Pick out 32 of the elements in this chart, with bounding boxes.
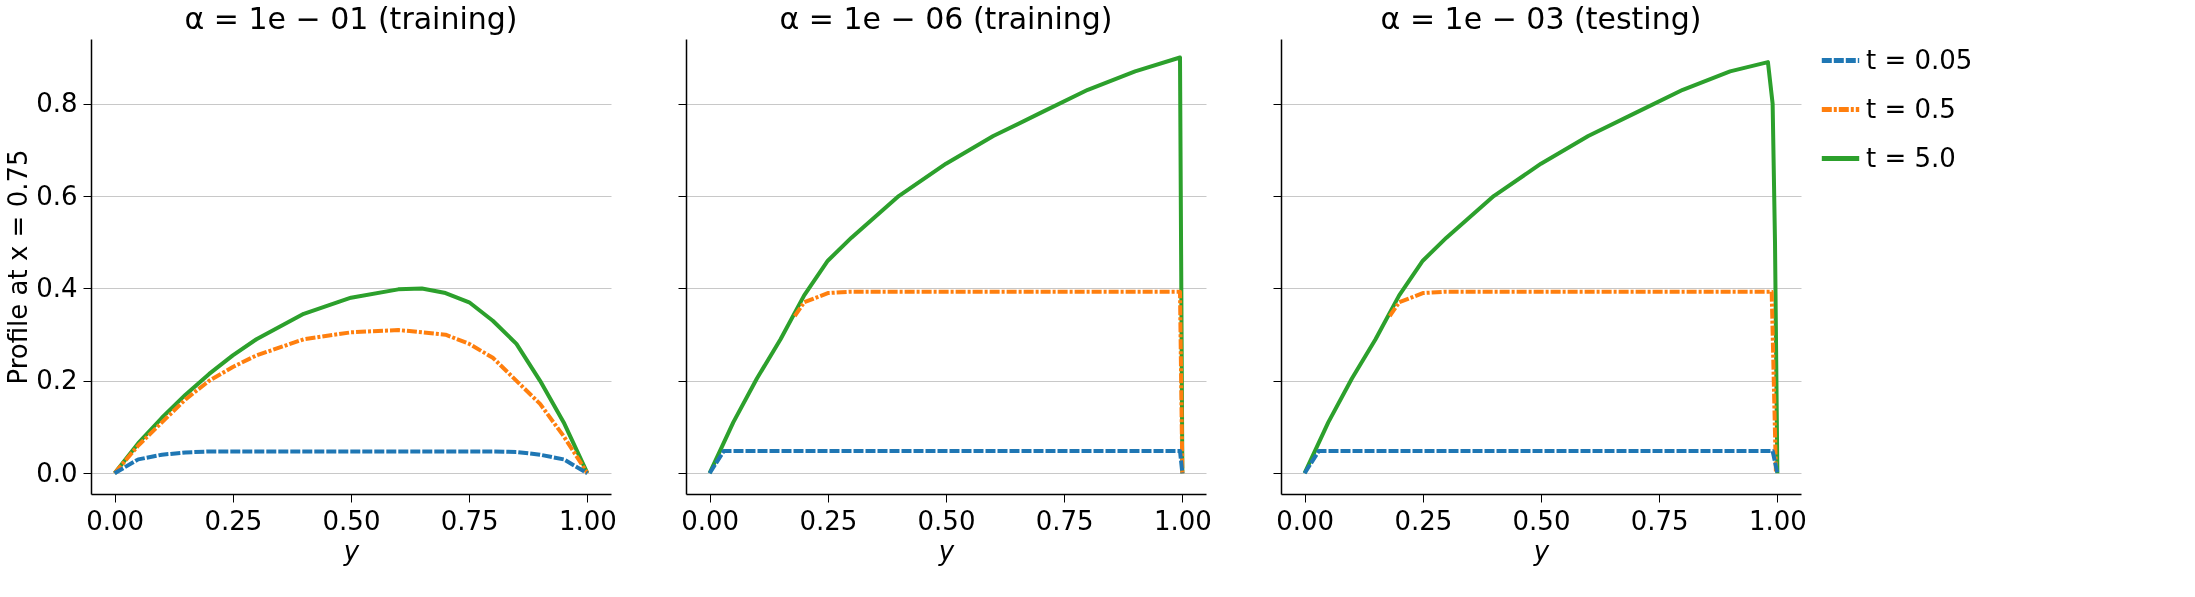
x-tick-label: 0.50 — [1512, 505, 1571, 536]
x-tick-label: 0.00 — [86, 505, 145, 536]
x-axis-title: y — [342, 535, 360, 566]
y-tick-label: 0.6 — [36, 180, 78, 211]
line-series — [112, 328, 590, 476]
x-tick-label: 0.50 — [917, 505, 976, 536]
x-axis-title: y — [1532, 535, 1550, 566]
x-tick-label: 0.00 — [1276, 505, 1335, 536]
x-tick-label: 0.75 — [440, 505, 499, 536]
x-tick-label: 1.00 — [558, 505, 617, 536]
x-tick-label: 0.25 — [204, 505, 263, 536]
x-tick-label: 0.25 — [1394, 505, 1453, 536]
x-tick-label: 0.75 — [1035, 505, 1094, 536]
legend-label: t = 5.0 — [1866, 142, 1956, 173]
chart-title: α = 1e − 03 (testing) — [1380, 1, 1702, 36]
x-tick-label: 0.25 — [799, 505, 858, 536]
chart-title: α = 1e − 06 (training) — [779, 1, 1113, 36]
legend-label: t = 0.5 — [1866, 93, 1956, 124]
x-tick-label: 0.00 — [681, 505, 740, 536]
x-tick-label: 0.50 — [322, 505, 381, 536]
y-tick-label: 0.8 — [36, 88, 78, 119]
y-tick-label: 0.2 — [36, 365, 78, 396]
line-series — [112, 449, 590, 476]
y-axis-title: Profile at x = 0.75 — [3, 149, 34, 385]
x-tick-label: 0.75 — [1630, 505, 1689, 536]
y-tick-label: 0.0 — [36, 457, 78, 488]
x-tick-label: 1.00 — [1153, 505, 1212, 536]
x-axis-title: y — [937, 535, 955, 566]
chart-title: α = 1e − 01 (training) — [184, 1, 518, 36]
legend-label: t = 0.05 — [1866, 44, 1973, 75]
x-tick-label: 1.00 — [1748, 505, 1807, 536]
y-tick-label: 0.4 — [36, 272, 78, 303]
